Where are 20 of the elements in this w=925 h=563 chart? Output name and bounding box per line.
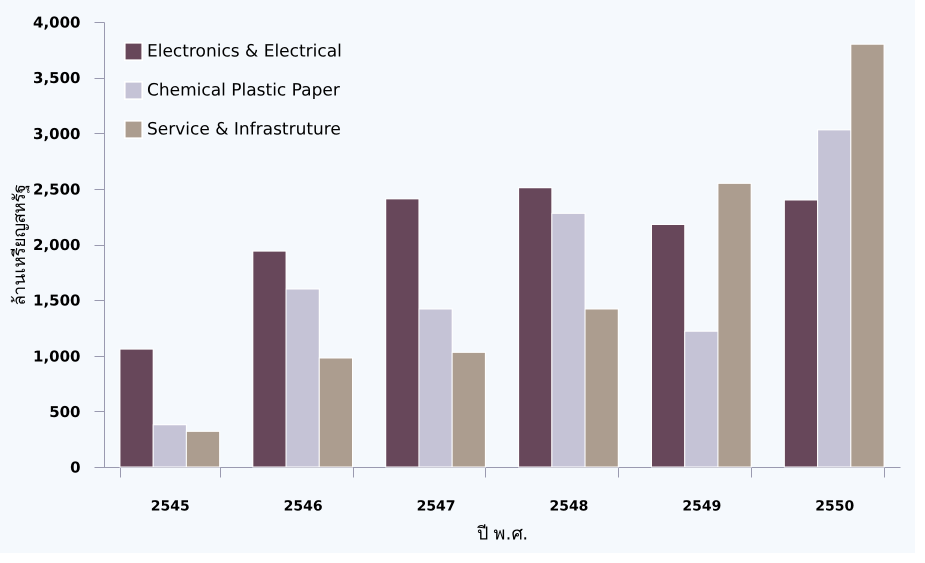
- x-axis-title: ปี พ.ศ.: [476, 524, 528, 544]
- y-tick-label: 3,500: [33, 69, 80, 88]
- y-axis-title: ล้านเหรียญสหรัฐ: [10, 184, 30, 306]
- y-tick-label: 2,500: [33, 180, 80, 198]
- legend-label: Chemical Plastic Paper: [147, 80, 340, 100]
- x-tick-label: 2548: [549, 498, 588, 514]
- x-tick-label: 2549: [682, 498, 722, 514]
- legend-label: Service & Infrastruture: [147, 120, 341, 140]
- y-tick-label: 3,000: [33, 124, 80, 143]
- y-tick-label: 4,000: [33, 14, 80, 32]
- x-tick-label: 2546: [284, 498, 323, 514]
- x-tick-label: 2545: [150, 498, 190, 514]
- x-tick-label: 2547: [416, 498, 456, 514]
- y-tick-label: 500: [49, 402, 80, 421]
- x-tick-label: 2550: [815, 498, 854, 514]
- y-tick-label: 0: [70, 458, 80, 476]
- legend-label: Electronics & Electrical: [147, 42, 342, 62]
- y-tick-label: 2,000: [33, 236, 80, 254]
- y-tick-label: 1,000: [33, 347, 80, 366]
- y-tick-label: 1,500: [33, 292, 80, 310]
